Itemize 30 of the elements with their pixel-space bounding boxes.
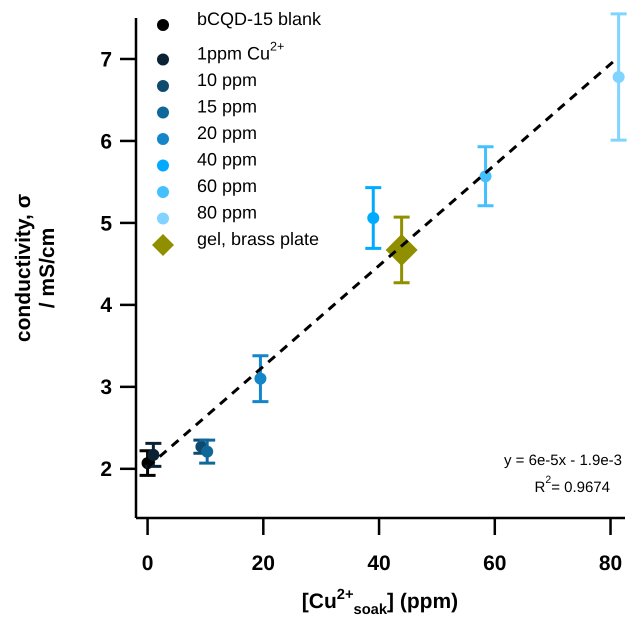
legend-label: bCQD-15 blank	[197, 9, 322, 29]
annotation: R$^{2}$= 0.9674	[534, 474, 610, 496]
x-tick-label: 0	[142, 552, 154, 575]
point	[201, 446, 214, 458]
y-tick-label: 7	[100, 48, 112, 72]
legend-label: 20 ppm	[197, 123, 258, 143]
y-tick-label: 6	[100, 130, 112, 154]
point	[367, 212, 380, 224]
x-axis-title: [Cu$^{2+}$$_{soak}$] (ppm)	[302, 587, 458, 618]
legend-label: 60 ppm	[197, 176, 258, 196]
point	[386, 234, 418, 266]
y-tick-label: 2	[100, 458, 112, 482]
y-tick-label: 3	[100, 376, 112, 400]
legend-label: 40 ppm	[197, 150, 258, 170]
x-tick-label: 60	[483, 552, 506, 575]
point	[254, 372, 266, 385]
y-tick-label: 4	[100, 294, 112, 318]
x-tick-label: 80	[598, 552, 622, 575]
point	[147, 448, 160, 461]
x-tick-label: 40	[367, 552, 391, 575]
x-tick-label: 20	[252, 552, 275, 575]
legend-label: 15 ppm	[197, 96, 258, 116]
legend-label: gel, brass plate	[197, 229, 320, 249]
legend-label: 1ppm Cu$^{2+}$	[197, 40, 284, 64]
legend-label: 80 ppm	[197, 202, 258, 222]
y-tick-label: 5	[100, 212, 112, 236]
annotation: y = 6e-5x - 1.9e-3	[504, 452, 622, 469]
legend-label: 10 ppm	[197, 70, 258, 90]
point	[612, 71, 625, 84]
y-axis-title: conductivity, σ / mS/cm	[12, 194, 59, 342]
